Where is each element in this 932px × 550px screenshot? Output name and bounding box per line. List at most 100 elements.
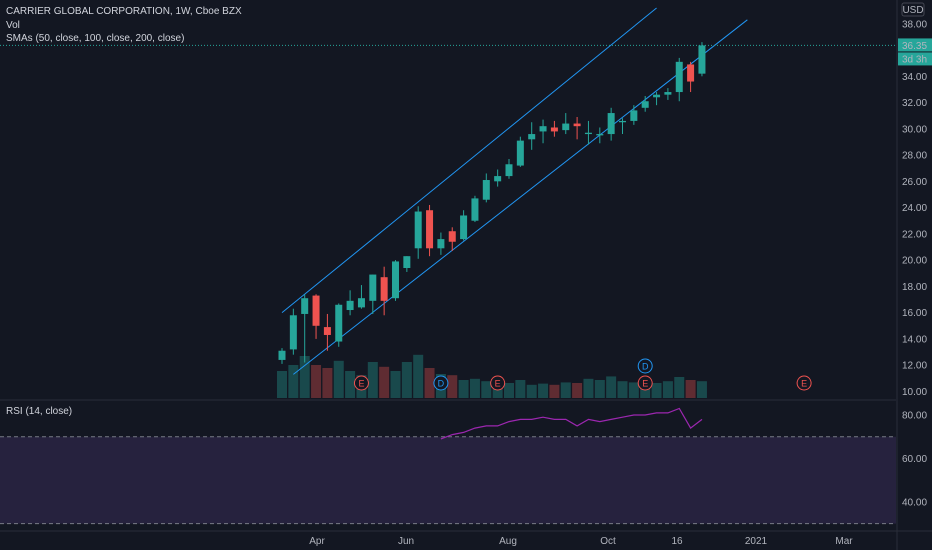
candle [516, 136, 524, 167]
currency-label: USD [902, 5, 923, 16]
volume-bar [515, 380, 526, 398]
price-tick-label: 12.00 [902, 361, 927, 372]
candle [414, 206, 422, 259]
candle [426, 204, 434, 257]
volume-bar [504, 383, 514, 398]
candle [596, 127, 604, 144]
price-tick-label: 22.00 [902, 229, 927, 240]
event-circle [490, 375, 506, 391]
candle [653, 92, 661, 106]
volume-bar [333, 360, 344, 398]
time-tick-label: Mar [835, 536, 853, 547]
earnings-marker[interactable]: E [637, 375, 653, 391]
volume-bar [560, 382, 571, 398]
volume-legend[interactable]: Vol [6, 20, 20, 31]
dividend-marker[interactable]: D [433, 375, 449, 391]
volume-bar [447, 375, 458, 398]
event-circle [353, 375, 369, 391]
price-tick-label: 30.00 [902, 124, 927, 135]
earnings-marker[interactable]: E [490, 375, 506, 391]
rsi-legend[interactable]: RSI (14, close) [6, 406, 73, 417]
candle [528, 122, 536, 150]
volume-bar [549, 384, 560, 398]
price-tick-label: 16.00 [902, 308, 927, 319]
volume-bar [662, 381, 673, 398]
candle [494, 169, 502, 187]
candle [357, 285, 365, 309]
rsi-line [440, 407, 703, 440]
event-circle [637, 375, 653, 391]
candle-body [675, 61, 683, 93]
volume-bar [424, 368, 435, 398]
candle [698, 42, 706, 77]
price-tick-label: 10.00 [902, 387, 927, 398]
countdown-badge [898, 52, 932, 66]
symbol-title[interactable]: CARRIER GLOBAL CORPORATION, 1W, Cboe BZX [6, 6, 242, 17]
candle-body [346, 300, 354, 311]
candle [471, 195, 479, 223]
candle [607, 107, 615, 141]
sma-legend[interactable]: SMAs (50, close, 100, close, 200, close) [6, 33, 185, 44]
time-tick-label: Apr [309, 536, 325, 547]
event-label: E [358, 379, 364, 389]
candle-body [698, 45, 706, 74]
candle-body [573, 123, 581, 127]
candle [437, 232, 445, 255]
event-label: E [495, 379, 501, 389]
volume-bar [594, 380, 605, 398]
countdown-label: 3d 3h [902, 54, 927, 65]
volume-bar [538, 383, 549, 398]
candle-body [414, 211, 422, 249]
price-tick-label: 26.00 [902, 177, 927, 188]
candle [505, 159, 513, 179]
candle [641, 95, 649, 112]
candle [289, 308, 297, 355]
candle-body [619, 120, 626, 123]
volume-bar [628, 382, 639, 398]
candle-body [426, 210, 434, 249]
candle-body [278, 350, 286, 360]
candle [403, 256, 411, 272]
candle-body [392, 261, 399, 299]
event-circle [637, 358, 653, 374]
time-tick-label: 16 [671, 536, 683, 547]
candle-body [437, 239, 445, 249]
price-tick-label: 32.00 [902, 98, 927, 109]
rsi-band-fill [0, 436, 896, 524]
volume-bar [696, 381, 707, 398]
rsi-tick-label: 40.00 [902, 497, 927, 508]
volume-bar [413, 354, 424, 398]
candle [687, 61, 695, 93]
volume-bar [458, 380, 469, 398]
volume-bar [277, 371, 287, 398]
candle [312, 294, 320, 339]
candle [392, 260, 399, 301]
dividend-marker[interactable]: D [637, 358, 653, 374]
candle-body [482, 180, 490, 200]
earnings-marker[interactable]: E [353, 375, 369, 391]
candle [675, 57, 683, 102]
event-label: D [642, 362, 649, 372]
volume-bar [401, 362, 412, 398]
candle-body [664, 92, 672, 95]
candle-body [562, 123, 570, 131]
candle-body [323, 327, 331, 335]
currency-box [901, 2, 925, 17]
candle [301, 294, 309, 363]
candle-body [596, 134, 604, 136]
candle-body [550, 127, 558, 132]
volume-bar [606, 376, 617, 398]
candle [278, 348, 286, 364]
last-price-label: 36.35 [902, 41, 927, 52]
volume-bar [379, 366, 390, 398]
earnings-marker[interactable]: E [796, 375, 812, 391]
candle-body [380, 277, 388, 301]
volume-bar [651, 383, 662, 398]
candle [562, 113, 570, 135]
candle [335, 303, 343, 347]
price-tick-label: 28.00 [902, 151, 927, 162]
volume-bar [367, 362, 378, 398]
price-tick-label: 14.00 [902, 334, 927, 345]
candle [619, 118, 626, 135]
